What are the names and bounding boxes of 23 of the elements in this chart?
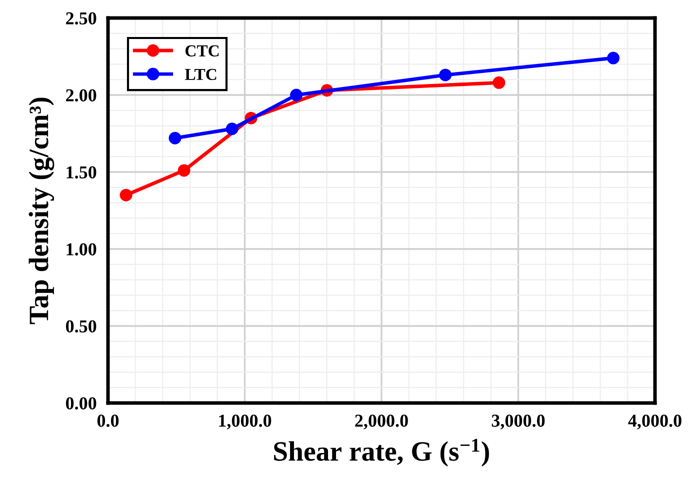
point [168,132,182,144]
y-tick-label: 2.50 [66,12,96,25]
x-tick-label: 3,000.0 [492,414,545,430]
point [178,164,190,177]
point [290,88,303,102]
x-tick-label: 0.0 [97,414,119,427]
point [607,52,620,64]
x-axis-title: Shear rate, G (s$^{−1}$) [274,438,489,466]
point [226,122,238,136]
legend-label: LTC [184,68,216,80]
y-tick-label: 1.50 [66,166,96,179]
x-tick-label: 1,000.0 [219,414,272,430]
point [439,68,452,82]
x-tick-label: 4,000.0 [628,414,682,430]
point [120,188,132,202]
point [492,76,506,89]
y-tick-label: 2.00 [66,89,96,102]
y-tick-label: 0.50 [66,320,96,333]
y-tick-label: 0.00 [66,397,96,410]
x-tick-label: 2,000.0 [355,414,408,430]
legend-label: CTC [185,45,219,56]
y-tick-label: 1.00 [66,243,96,256]
y-axis-title: Tap density (g/cm³) [28,98,54,324]
